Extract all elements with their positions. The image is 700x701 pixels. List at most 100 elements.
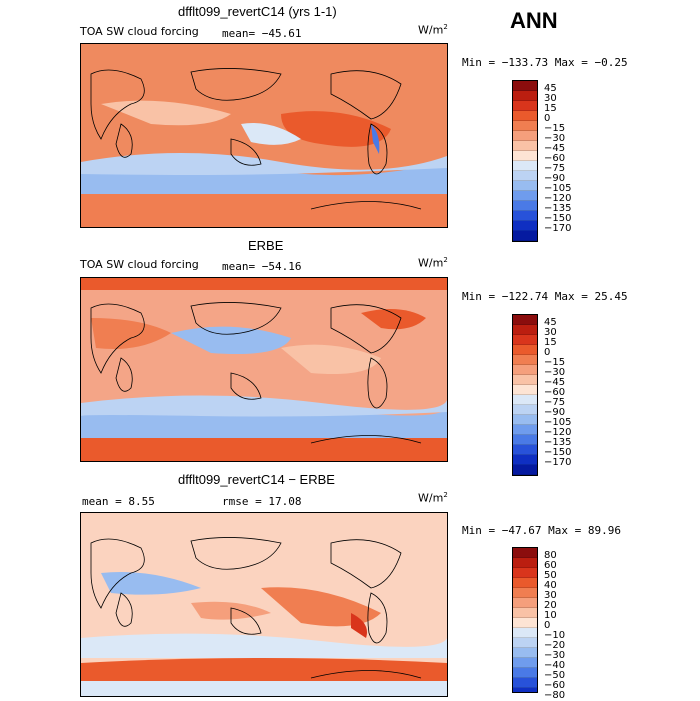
colorbar-swatch [513,678,537,688]
colorbar-swatch [513,365,537,375]
panel-1-coastlines [90,68,422,210]
panel-1-minmax: Min = −133.73 Max = −0.25 [462,56,628,69]
colorbar-tick-label: −60 [544,387,566,398]
colorbar-tick-label: −90 [544,407,566,418]
colorbar-swatch [513,161,537,171]
colorbar-tick-label: 40 [544,580,557,591]
colorbar-swatch [513,181,537,191]
colorbar-swatch [513,455,537,465]
colorbar-swatch [513,578,537,588]
colorbar-swatch [513,395,537,405]
colorbar-tick-label: −60 [544,153,566,164]
colorbar-tick-label: 0 [544,113,551,124]
colorbar-tick-label: −75 [544,397,566,408]
colorbar-swatch [513,375,537,385]
panel-2-variable: TOA SW cloud forcing [80,258,199,271]
colorbar-tick-label: −170 [544,457,572,468]
panel-3-colorbar-ticks: 80 60 50 40 30 20 10 0 −10 −20 −30 −40 −50 −60 −80 [544,551,565,701]
colorbar-swatch [513,445,537,455]
panel-1-colorbar [512,80,538,242]
colorbar-tick-label: 15 [544,337,557,348]
colorbar-swatch [513,91,537,101]
panel-2-colorbar [512,314,538,476]
colorbar-tick-label: 15 [544,103,557,114]
colorbar-tick-label: −30 [544,133,566,144]
colorbar-tick-label: −15 [544,123,566,134]
panel-2-map [80,277,448,462]
colorbar-tick-label: −45 [544,143,566,154]
colorbar-tick-label: 30 [544,590,557,601]
colorbar-tick-label: 0 [544,347,551,358]
colorbar-tick-label: −120 [544,193,572,204]
colorbar-swatch [513,688,537,692]
panel-3-units: W/m2 [418,491,448,505]
panel-1-units: W/m2 [418,23,448,37]
colorbar-tick-label: 45 [544,83,557,94]
panel-1-title: dfflt099_revertC14 (yrs 1-1) [178,4,337,19]
panel-3-colorbar [512,547,538,693]
colorbar-tick-label: −105 [544,183,572,194]
colorbar-tick-label: −135 [544,437,572,448]
colorbar-tick-label: −150 [544,213,572,224]
colorbar-tick-label: −60 [544,680,566,691]
colorbar-tick-label: −15 [544,357,566,368]
panel-2-map-field [81,278,447,461]
colorbar-swatch [513,608,537,618]
colorbar-tick-label: 50 [544,570,557,581]
colorbar-tick-label: 45 [544,317,557,328]
colorbar-swatch [513,101,537,111]
colorbar-tick-label: 10 [544,610,557,621]
colorbar-swatch [513,335,537,345]
colorbar-tick-label: −20 [544,640,566,651]
panel-2-units: W/m2 [418,256,448,270]
colorbar-swatch [513,325,537,335]
panel-3-mean: mean = 8.55 [82,495,155,508]
panel-2-minmax: Min = −122.74 Max = 25.45 [462,290,628,303]
panel-1-mean: mean= −45.61 [222,27,302,40]
panel-1-colorbar-ticks: 45 30 15 0 −15 −30 −45 −60 −75 −90 −105 −120 −135 −15… [544,84,571,234]
colorbar-swatch [513,405,537,415]
panel-1-map-field [81,44,447,227]
panel-3-title: dfflt099_revertC14 − ERBE [178,472,335,487]
panel-1-variable: TOA SW cloud forcing [80,25,199,38]
colorbar-swatch [513,221,537,231]
colorbar-swatch [513,628,537,638]
colorbar-tick-label: 0 [544,620,551,631]
colorbar-swatch [513,131,537,141]
colorbar-swatch [513,658,537,668]
colorbar-swatch [513,171,537,181]
panel-3-map-field [81,513,447,696]
colorbar-swatch [513,141,537,151]
colorbar-swatch [513,638,537,648]
colorbar-swatch [513,345,537,355]
panel-2-mean: mean= −54.16 [222,260,302,273]
colorbar-tick-label: −40 [544,660,566,671]
colorbar-tick-label: −50 [544,670,566,681]
panel-3-map [80,512,448,697]
colorbar-swatch [513,211,537,221]
season-label: ANN [510,8,558,33]
colorbar-tick-label: −45 [544,377,566,388]
colorbar-swatch [513,201,537,211]
colorbar-swatch [513,111,537,121]
colorbar-swatch [513,81,537,91]
panel-3-minmax: Min = −47.67 Max = 89.96 [462,524,621,537]
panel-2-coastlines [90,302,422,444]
colorbar-tick-label: 80 [544,550,557,561]
colorbar-tick-label: −10 [544,630,566,641]
colorbar-tick-label: −105 [544,417,572,428]
panel-2-title: ERBE [248,238,284,253]
colorbar-swatch [513,465,537,475]
colorbar-tick-label: 30 [544,327,557,338]
colorbar-tick-label: −30 [544,650,566,661]
colorbar-tick-label: −75 [544,163,566,174]
colorbar-swatch [513,558,537,568]
colorbar-swatch [513,648,537,658]
panel-2-colorbar-ticks: 45 30 15 0 −15 −30 −45 −60 −75 −90 −105 −120 −135 −15… [544,318,571,468]
colorbar-swatch [513,425,537,435]
colorbar-swatch [513,191,537,201]
colorbar-swatch [513,355,537,365]
colorbar-swatch [513,548,537,558]
colorbar-swatch [513,151,537,161]
colorbar-tick-label: 30 [544,93,557,104]
